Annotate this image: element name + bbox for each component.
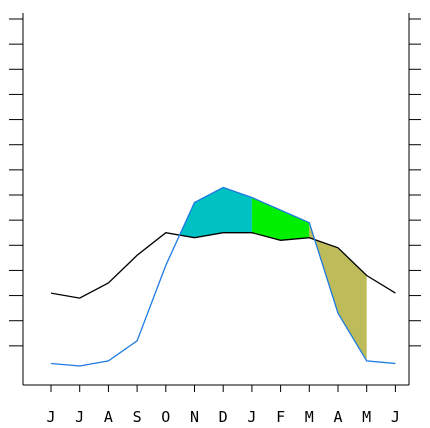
- x-tick-label: J: [391, 408, 400, 426]
- x-tick-label: A: [104, 408, 113, 426]
- surplus-fill-nov-dec: [179, 187, 252, 238]
- fill-layer: [179, 187, 367, 361]
- x-tick-label: N: [190, 408, 199, 426]
- x-tick-label: F: [276, 408, 285, 426]
- deficit-fill-mar-may: [309, 222, 367, 361]
- x-tick-label: D: [219, 408, 228, 426]
- x-tick-label: O: [161, 408, 170, 426]
- series-line-black: [50, 232, 396, 299]
- x-tick-label: S: [133, 408, 142, 426]
- x-tick-label: M: [305, 408, 314, 426]
- x-tick-label: M: [362, 408, 371, 426]
- line-layer: [50, 186, 396, 367]
- tick-layer: [9, 18, 421, 392]
- axis-layer: [22, 13, 410, 386]
- x-tick-label: J: [46, 408, 55, 426]
- x-tick-label: J: [247, 408, 256, 426]
- surplus-fill-jan-mar: [251, 197, 310, 241]
- x-tick-label: A: [333, 408, 342, 426]
- series-line-blue: [50, 186, 396, 367]
- x-tick-label: J: [75, 408, 84, 426]
